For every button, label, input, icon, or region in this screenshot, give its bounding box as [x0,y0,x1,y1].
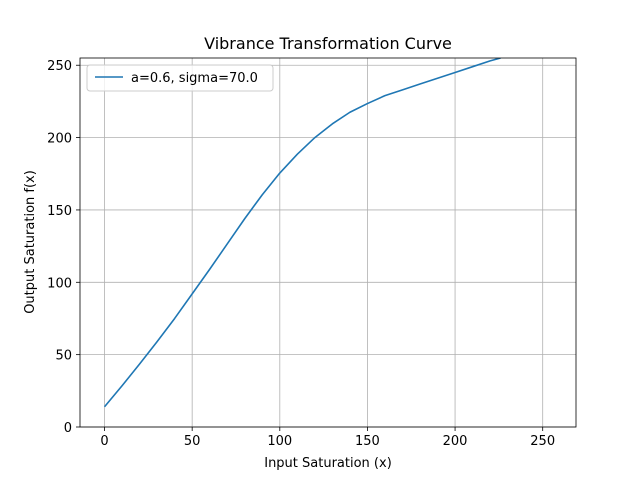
y-tick-label: 50 [55,349,72,364]
y-tick-label: 200 [47,132,72,147]
y-tick-label: 250 [47,59,72,74]
x-tick-label: 50 [184,434,201,449]
series-line [103,58,501,408]
x-tick-label: 100 [267,434,292,449]
x-tick-label: 250 [530,434,555,449]
y-tick-label: 0 [64,421,72,436]
plot-area-frame [79,57,577,428]
x-axis-ticks: 0 50 100 150 200 250 [100,427,555,449]
y-axis-ticks: 0 50 100 150 200 250 [47,59,80,436]
y-tick-label: 150 [47,204,72,219]
chart-title: Vibrance Transformation Curve [204,34,452,53]
x-tick-label: 150 [355,434,380,449]
x-tick-label: 200 [443,434,468,449]
y-tick-label: 100 [47,276,72,291]
legend-box [86,64,274,92]
series-layer [103,58,501,408]
plot-area-background [80,58,576,427]
y-axis-label: Output Saturation f(x) [23,170,38,314]
legend: a=0.6, sigma=70.0 [86,64,274,92]
legend-entry-label: a=0.6, sigma=70.0 [131,71,258,86]
x-axis-label: Input Saturation (x) [264,456,392,471]
x-tick-label: 0 [100,434,108,449]
grid-lines [80,58,576,428]
